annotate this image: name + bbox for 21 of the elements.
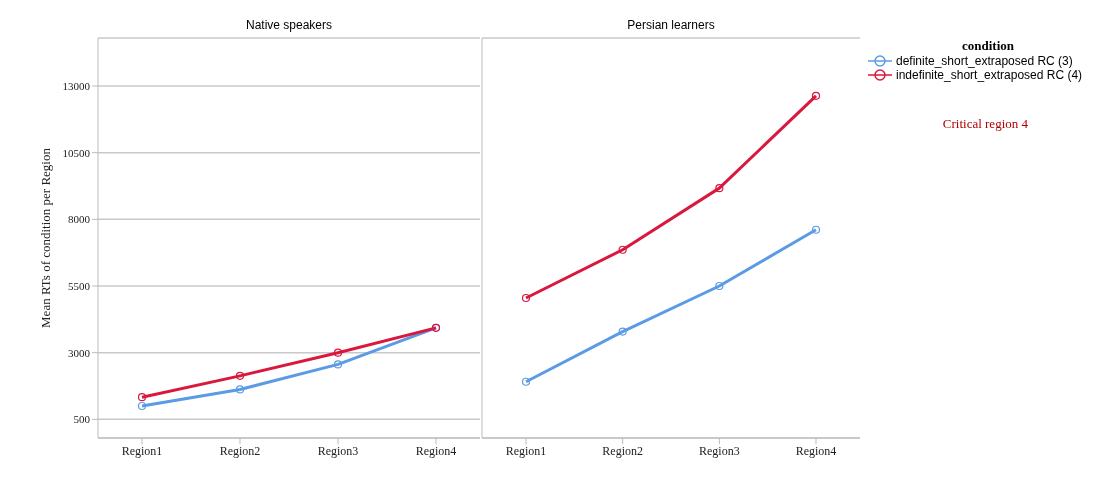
- y-tick-label: 500: [73, 413, 91, 426]
- y-tick-label: 13000: [62, 79, 91, 92]
- x-tick-label: Region4: [415, 443, 457, 458]
- x-tick-label: Region4: [795, 443, 837, 458]
- y-tick-label: 3000: [68, 346, 91, 359]
- x-tick-label: Region3: [317, 443, 359, 458]
- y-tick-label: 10500: [62, 146, 91, 159]
- x-tick-label: Region1: [121, 443, 163, 458]
- y-tick-label: 8000: [68, 213, 91, 226]
- legend-label: definite_short_extraposed RC (3): [896, 54, 1073, 68]
- x-tick-label: Region3: [699, 443, 740, 458]
- x-tick-label: Region2: [602, 443, 643, 458]
- legend-title: condition: [961, 38, 1015, 54]
- text: Critical region 4: [942, 116, 1028, 132]
- y-tick-label: 5500: [68, 279, 91, 292]
- x-tick-label: Region2: [219, 443, 261, 458]
- y-axis-title: Mean RTs of condition per Region: [37, 147, 53, 328]
- legend-label: indefinite_short_extraposed RC (4): [896, 68, 1083, 82]
- chart-title: Native speakers: [244, 18, 333, 32]
- chart-title: Persian learners: [626, 18, 716, 32]
- x-tick-label: Region1: [505, 443, 547, 458]
